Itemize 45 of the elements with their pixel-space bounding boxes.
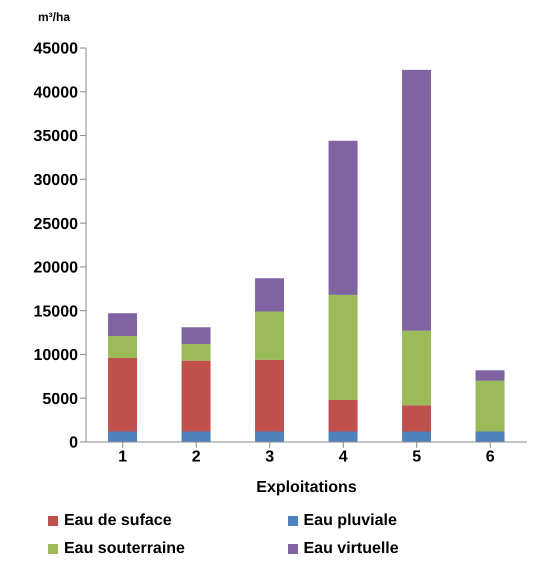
y-tick-label: 10000 [34, 347, 78, 364]
bar [182, 327, 211, 344]
x-axis-title: Exploitations [256, 479, 357, 496]
y-tick-label: 30000 [34, 172, 78, 190]
bar [182, 431, 211, 442]
legend-label: Eau souterraine [64, 540, 185, 558]
bar [255, 431, 284, 442]
x-tick-label: 4 [338, 448, 348, 466]
bar [328, 294, 358, 400]
bar [182, 360, 211, 432]
y-tick-label: 40000 [34, 84, 78, 102]
x-tick-label: 6 [486, 448, 495, 466]
x-tick-label: 3 [265, 448, 274, 466]
y-tick-label: 35000 [34, 128, 78, 146]
bar [108, 358, 138, 432]
legend-label: Eau de suface [64, 512, 172, 530]
bar [108, 336, 138, 358]
bar [182, 344, 211, 361]
bar [108, 313, 138, 336]
legend-label: Eau virtuelle [304, 540, 399, 558]
bar [402, 330, 432, 406]
bar [476, 370, 505, 381]
y-tick-label: 20000 [34, 260, 78, 277]
bar [402, 431, 432, 442]
x-tick-label: 5 [412, 448, 422, 466]
bar [402, 405, 432, 432]
bar [108, 431, 138, 442]
x-tick-label: 2 [192, 448, 201, 466]
x-tick-label: 1 [118, 448, 128, 466]
bar [255, 312, 284, 360]
y-axis-title: m³/ha [38, 10, 70, 24]
bar [255, 278, 284, 312]
y-tick-label: 45000 [34, 40, 78, 58]
y-tick-label: 0 [69, 434, 78, 452]
bar [328, 140, 358, 295]
y-tick-label: 25000 [34, 216, 78, 233]
bar [476, 431, 505, 442]
bar [328, 400, 358, 432]
bar [402, 70, 432, 331]
bar [328, 431, 358, 442]
y-tick-label: 5000 [42, 390, 78, 408]
y-tick-label: 15000 [34, 303, 78, 320]
bar [476, 380, 505, 432]
bar [255, 360, 284, 432]
legend-label: Eau pluviale [304, 512, 397, 530]
